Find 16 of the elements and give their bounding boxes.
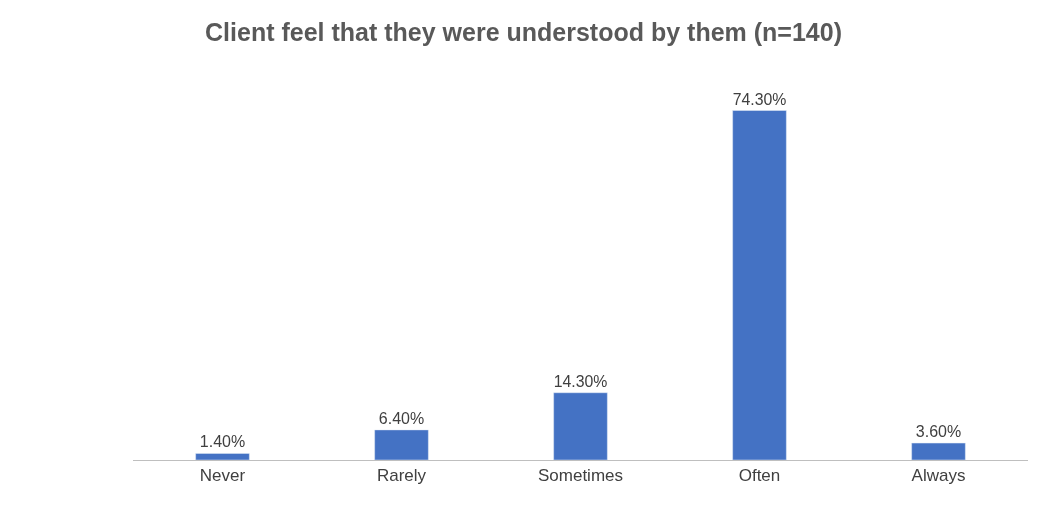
x-tick-label: Sometimes	[537, 466, 624, 486]
x-tick-label: Always	[911, 466, 966, 486]
data-label: 3.60%	[915, 423, 962, 441]
data-label: 74.30%	[732, 90, 787, 108]
bar	[195, 453, 250, 460]
x-tick-label: Never	[199, 466, 246, 486]
bar	[374, 429, 429, 460]
data-label: 1.40%	[199, 433, 246, 451]
bar	[911, 442, 966, 460]
bar	[553, 392, 608, 460]
x-tick-label: Rarely	[376, 466, 427, 486]
data-label: 6.40%	[378, 409, 425, 427]
chart-title: Client feel that they were understood by them (n=140)	[205, 17, 842, 46]
x-tick-label: Often	[738, 466, 781, 486]
data-label: 14.30%	[553, 372, 608, 390]
bar	[732, 110, 787, 460]
